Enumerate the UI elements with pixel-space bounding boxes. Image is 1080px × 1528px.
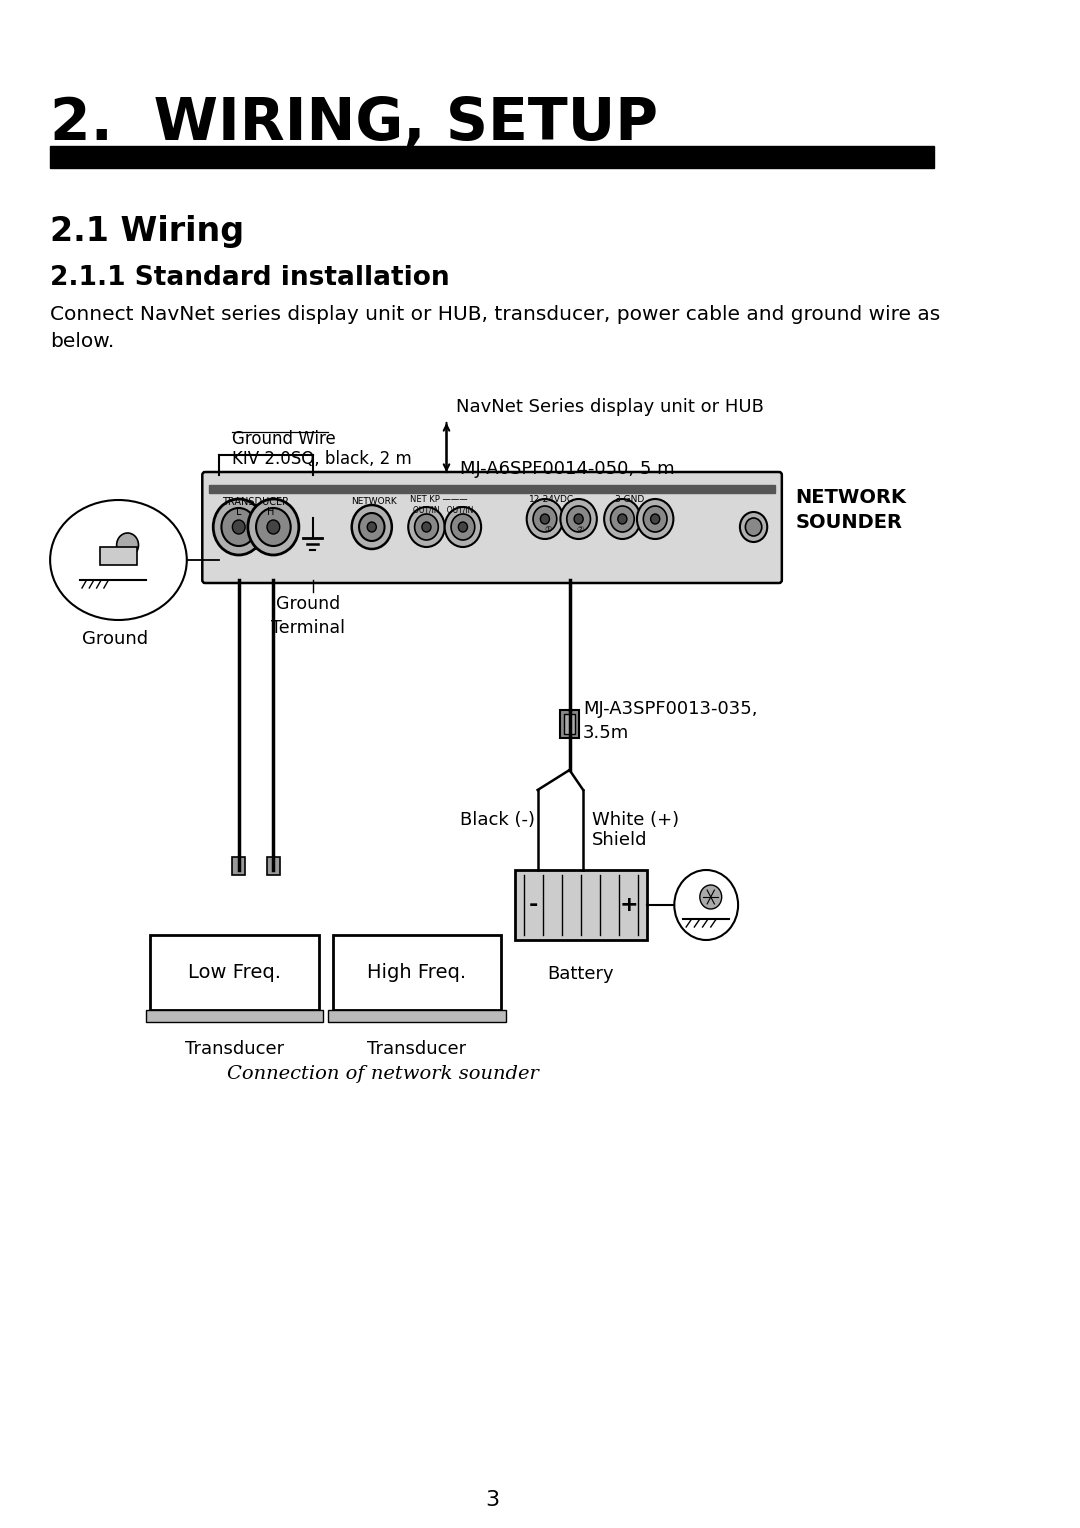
- Circle shape: [458, 523, 468, 532]
- Text: 12-24VDC: 12-24VDC: [528, 495, 573, 504]
- Text: OUT/IN   OUT/IN: OUT/IN OUT/IN: [413, 504, 473, 513]
- Circle shape: [745, 518, 761, 536]
- Circle shape: [408, 507, 445, 547]
- Text: 2.1 Wiring: 2.1 Wiring: [50, 215, 244, 248]
- Bar: [267, 857, 280, 876]
- Circle shape: [367, 523, 376, 532]
- Text: Connect NavNet series display unit or HUB, transducer, power cable and ground wi: Connect NavNet series display unit or HU…: [50, 306, 941, 350]
- Text: White (+): White (+): [592, 811, 679, 830]
- Circle shape: [359, 513, 384, 541]
- Bar: [333, 935, 501, 1010]
- Text: ②: ②: [577, 526, 584, 533]
- Text: 2.  WIRING, SETUP: 2. WIRING, SETUP: [50, 95, 658, 151]
- Circle shape: [267, 520, 280, 533]
- Circle shape: [644, 506, 667, 532]
- Text: NETWORK
SOUNDER: NETWORK SOUNDER: [796, 487, 906, 532]
- Text: Black (-): Black (-): [460, 811, 536, 830]
- Text: +: +: [620, 895, 638, 915]
- Bar: [208, 484, 775, 494]
- Circle shape: [561, 500, 597, 539]
- Circle shape: [213, 500, 265, 555]
- Circle shape: [534, 506, 557, 532]
- Text: 2.1.1 Standard installation: 2.1.1 Standard installation: [50, 264, 449, 290]
- Circle shape: [650, 513, 660, 524]
- Text: Battery: Battery: [548, 966, 613, 983]
- Text: H: H: [267, 507, 274, 516]
- Bar: [515, 869, 647, 940]
- Circle shape: [567, 506, 591, 532]
- Text: TRANSDUCER: TRANSDUCER: [221, 497, 288, 507]
- Bar: [150, 935, 319, 1010]
- Circle shape: [527, 500, 563, 539]
- Circle shape: [117, 533, 138, 558]
- Text: -: -: [528, 895, 538, 915]
- Circle shape: [575, 513, 583, 524]
- Text: MJ-A3SPF0013-035,
3.5m: MJ-A3SPF0013-035, 3.5m: [583, 700, 758, 741]
- Text: ①: ①: [544, 526, 552, 533]
- Text: Transducer: Transducer: [185, 1041, 284, 1057]
- Circle shape: [422, 523, 431, 532]
- Ellipse shape: [50, 500, 187, 620]
- Text: MJ-A6SPF0014-050, 5 m: MJ-A6SPF0014-050, 5 m: [460, 460, 675, 478]
- Circle shape: [540, 513, 550, 524]
- Text: Ground
Terminal: Ground Terminal: [271, 594, 345, 637]
- Text: Transducer: Transducer: [367, 1041, 465, 1057]
- Circle shape: [674, 869, 738, 940]
- Text: NET KP ———: NET KP ———: [410, 495, 468, 504]
- Circle shape: [604, 500, 640, 539]
- Text: 3: 3: [485, 1490, 499, 1510]
- Text: NavNet Series display unit or HUB: NavNet Series display unit or HUB: [456, 397, 764, 416]
- Text: NETWORK: NETWORK: [351, 497, 396, 506]
- Text: 3 GND: 3 GND: [616, 495, 645, 504]
- Bar: [100, 547, 137, 565]
- Circle shape: [740, 512, 767, 542]
- Circle shape: [247, 500, 299, 555]
- FancyBboxPatch shape: [202, 472, 782, 584]
- Text: Shield: Shield: [592, 831, 648, 850]
- Circle shape: [256, 507, 291, 545]
- Text: Low Freq.: Low Freq.: [188, 963, 281, 981]
- Circle shape: [700, 885, 721, 909]
- Text: L: L: [237, 507, 242, 516]
- Circle shape: [445, 507, 481, 547]
- Circle shape: [610, 506, 634, 532]
- Circle shape: [221, 507, 256, 545]
- Text: Ground: Ground: [82, 630, 148, 648]
- Circle shape: [352, 504, 392, 549]
- Circle shape: [451, 513, 475, 539]
- Bar: [232, 857, 245, 876]
- Bar: [146, 1010, 324, 1022]
- Text: Connection of network sounder: Connection of network sounder: [227, 1065, 539, 1083]
- Bar: [328, 1010, 505, 1022]
- Bar: [564, 714, 575, 733]
- Circle shape: [415, 513, 438, 539]
- Text: Ground Wire: Ground Wire: [232, 429, 336, 448]
- Bar: [561, 711, 579, 738]
- Circle shape: [232, 520, 245, 533]
- Text: High Freq.: High Freq.: [367, 963, 465, 981]
- Bar: [50, 147, 934, 168]
- Circle shape: [637, 500, 674, 539]
- Circle shape: [618, 513, 626, 524]
- Text: KIV 2.0SQ, black, 2 m: KIV 2.0SQ, black, 2 m: [232, 451, 413, 468]
